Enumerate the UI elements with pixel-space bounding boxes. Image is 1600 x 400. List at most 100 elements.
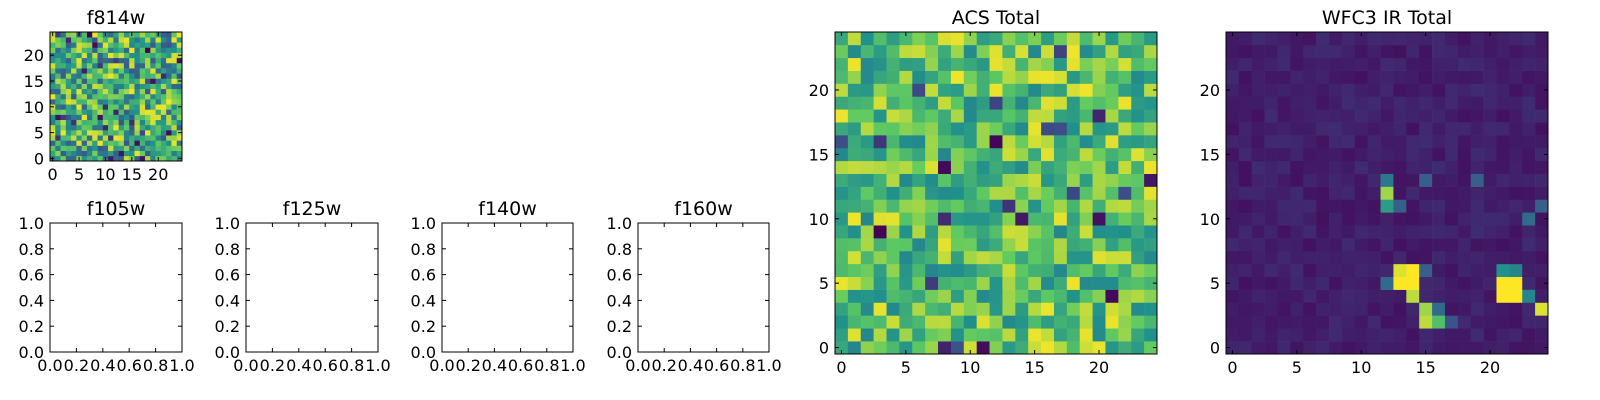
heatmap-cell [899,199,913,213]
heatmap-cell [886,32,900,46]
heatmap-cell [950,212,965,226]
heatmap-cell [1470,32,1484,46]
heatmap-cell [1470,225,1484,239]
heatmap-cell [1226,250,1240,265]
heatmap-cell [1303,186,1317,200]
heatmap-cell [1535,212,1549,226]
heatmap-cell [1419,109,1433,123]
heatmap-cell [1496,250,1510,265]
heatmap-cell [1367,225,1381,239]
heatmap-cell [1105,328,1119,342]
heatmap-cell [134,119,141,126]
heatmap-cell [81,52,88,59]
heatmap-cell [129,109,135,115]
heatmap-cell [1380,199,1394,213]
heatmap-cell [160,155,167,162]
heatmap-cell [1406,57,1420,71]
heatmap-cell [1028,302,1042,316]
y-tick-label: 0.6 [215,266,240,285]
heatmap-cell [108,124,114,131]
heatmap-cell [1444,32,1459,46]
heatmap-cell [71,104,77,110]
heatmap-cell [925,186,939,200]
heatmap-cell [873,32,887,46]
heatmap-cell [1144,57,1158,71]
heatmap-cell [886,44,900,59]
heatmap-cell [129,140,135,146]
heatmap-cell [1432,289,1446,303]
heatmap-cell [160,104,167,110]
heatmap-cell [102,140,109,146]
heatmap-cell [989,199,1003,213]
heatmap-cell [92,68,98,74]
heatmap-cell [86,93,93,100]
heatmap-cell [1290,109,1304,123]
heatmap-cell [1457,135,1472,149]
heatmap-cell [92,130,98,136]
heatmap-cell [989,32,1003,46]
heatmap-cell [65,130,72,136]
heatmap-cell [76,119,82,126]
heatmap-cell [1053,147,1068,162]
x-tick-label: 10 [960,358,980,377]
heatmap-cell [1470,250,1484,265]
heatmap-cell [1380,315,1394,329]
heatmap-cell [176,57,183,64]
heatmap-cell [899,83,913,97]
heatmap-cell [1496,276,1510,290]
heatmap-cell [1303,135,1317,149]
heatmap-cell [873,57,887,71]
heatmap-cell [886,57,900,71]
heatmap-cell [97,78,104,84]
heatmap-cell [989,96,1003,110]
y-tick-label: 0.8 [215,240,240,259]
heatmap-cell [860,96,874,110]
heatmap-cell [102,83,109,90]
heatmap-cell [1092,263,1106,278]
heatmap-cell [886,212,900,226]
heatmap-cell [1066,57,1081,71]
heatmap-cell [963,328,977,342]
heatmap-cell [860,250,874,265]
heatmap-cell [1264,173,1278,187]
heatmap-cell [912,302,926,316]
heatmap-cell [1277,315,1291,329]
heatmap-cell [50,150,56,157]
heatmap-cell [113,109,119,115]
heatmap-cell [123,57,130,64]
heatmap-cell [1341,70,1356,84]
heatmap-cell [1329,135,1343,149]
x-tick-label: 15 [122,165,142,184]
heatmap-cell [108,42,114,48]
heatmap-cell [129,68,135,74]
heatmap-cell [1002,250,1016,265]
heatmap-cell [1367,250,1381,265]
heatmap-cell [118,145,125,151]
heatmap-cell [950,173,965,187]
heatmap-cell [55,73,61,79]
heatmap-cell [1092,199,1106,213]
heatmap-cell [150,62,156,69]
heatmap-cell [1131,302,1145,316]
heatmap-cell [1367,122,1381,136]
heatmap-cell [55,93,61,100]
heatmap-cell [1131,225,1145,239]
heatmap-cell [86,83,93,90]
heatmap-cell [1131,32,1145,46]
heatmap-cell [912,147,926,162]
heatmap-cell [1419,173,1433,187]
heatmap-cell [86,88,93,95]
heatmap-cell [873,302,887,316]
heatmap-cell [1264,263,1278,278]
heatmap-cell [1105,276,1119,290]
heatmap-cell [102,78,109,84]
heatmap-cell [123,130,130,136]
heatmap-cell [835,186,849,200]
heatmap-cell [1238,186,1253,200]
x-tick-label: 0.4 [678,356,703,375]
heatmap-cell [92,93,98,100]
heatmap-cell [1393,160,1407,174]
heatmap-cell [886,250,900,265]
heatmap-cell [123,104,130,110]
heatmap-cell [71,57,77,64]
